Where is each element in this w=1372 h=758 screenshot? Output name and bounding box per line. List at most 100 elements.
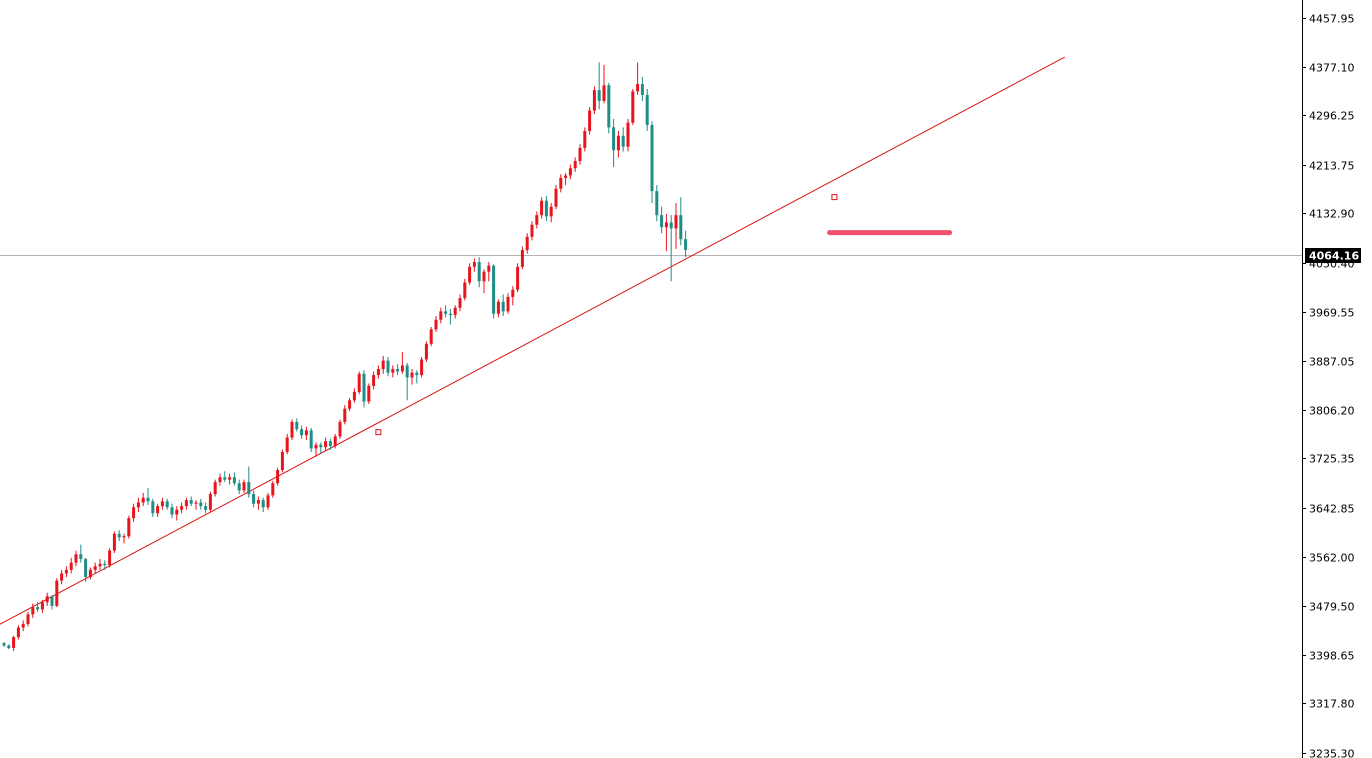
candle-body — [146, 497, 150, 502]
trend-line-anchor[interactable] — [831, 194, 838, 201]
candle-body — [477, 262, 481, 282]
candle — [242, 479, 246, 493]
candle — [492, 264, 496, 319]
candle-body — [26, 614, 30, 624]
y-tick-label: 3562.00 — [1309, 552, 1355, 565]
candle — [664, 213, 668, 252]
candle — [170, 503, 174, 519]
candle-body — [343, 408, 347, 422]
candle-body — [429, 329, 433, 344]
candle-body — [415, 372, 419, 376]
candle-body — [386, 360, 390, 373]
candle-body — [242, 482, 246, 491]
candle-body — [530, 224, 534, 237]
candle — [21, 620, 25, 632]
candle — [50, 595, 54, 610]
candle-body — [285, 437, 289, 453]
candle — [386, 357, 390, 377]
candle-body — [74, 554, 78, 563]
candle — [487, 262, 491, 282]
candle-body — [405, 365, 409, 378]
candle-body — [165, 501, 169, 508]
candle-body — [544, 200, 548, 217]
candle-body — [420, 359, 424, 376]
candle-body — [352, 391, 356, 401]
candle-body — [93, 566, 97, 570]
candle — [501, 294, 505, 317]
candle-body — [103, 563, 107, 566]
candle — [319, 442, 323, 454]
candle — [60, 569, 64, 585]
candle — [328, 438, 332, 450]
candle-body — [554, 188, 558, 207]
candle — [175, 506, 179, 521]
candle — [420, 357, 424, 378]
candle — [573, 157, 577, 172]
trend-line-anchor[interactable] — [375, 429, 382, 436]
candle-body — [333, 436, 337, 446]
candle — [362, 370, 366, 408]
candle — [472, 258, 476, 272]
candle — [674, 203, 678, 249]
candle — [31, 603, 35, 618]
candle — [506, 293, 510, 314]
candle-body — [669, 222, 673, 229]
candle-body — [679, 215, 683, 240]
candle-body — [31, 607, 35, 615]
candle — [218, 473, 222, 486]
candle — [16, 625, 20, 640]
candle — [549, 203, 553, 223]
candle — [396, 364, 400, 376]
candle-body — [208, 494, 212, 510]
candle — [621, 127, 625, 152]
candle-body — [304, 430, 308, 436]
candle — [381, 355, 385, 374]
candle — [333, 433, 337, 449]
candle-body — [362, 373, 366, 402]
current-price-tag: 4064.16 — [1305, 248, 1361, 263]
candle-body — [487, 265, 491, 272]
candle — [271, 480, 275, 498]
candle-body — [160, 501, 164, 507]
candle — [660, 206, 664, 234]
candle-body — [79, 554, 83, 560]
candle — [184, 497, 188, 510]
candle — [266, 492, 270, 510]
candle-body — [578, 147, 582, 162]
candle — [400, 352, 404, 374]
candle-body — [535, 215, 539, 225]
candle — [612, 118, 616, 168]
candle-body — [256, 500, 260, 504]
candle — [132, 503, 136, 522]
candle-body — [564, 175, 568, 178]
candle-body — [199, 502, 203, 507]
candle — [468, 263, 472, 285]
candle-body — [573, 161, 577, 169]
candle — [228, 473, 232, 485]
candle — [204, 502, 208, 514]
candle — [127, 515, 131, 539]
candle — [213, 479, 217, 497]
candle-body — [525, 236, 529, 251]
candle — [84, 557, 88, 582]
candle — [189, 496, 193, 507]
candle — [338, 419, 342, 439]
candle — [26, 611, 30, 627]
candle-body — [204, 506, 208, 510]
candle — [559, 174, 563, 193]
candle — [223, 471, 227, 483]
candle-body — [592, 90, 596, 111]
trend-line[interactable] — [0, 56, 1066, 663]
candle-body — [338, 421, 342, 437]
candle — [7, 644, 11, 650]
candle — [626, 118, 630, 152]
candle — [616, 130, 620, 158]
candle-body — [88, 569, 92, 578]
candle — [415, 370, 419, 384]
current-price-value: 4064.16 — [1309, 250, 1359, 263]
candle — [564, 173, 568, 186]
candle-body — [136, 502, 140, 508]
y-tick-label: 3969.55 — [1309, 307, 1355, 320]
candle — [165, 498, 169, 510]
